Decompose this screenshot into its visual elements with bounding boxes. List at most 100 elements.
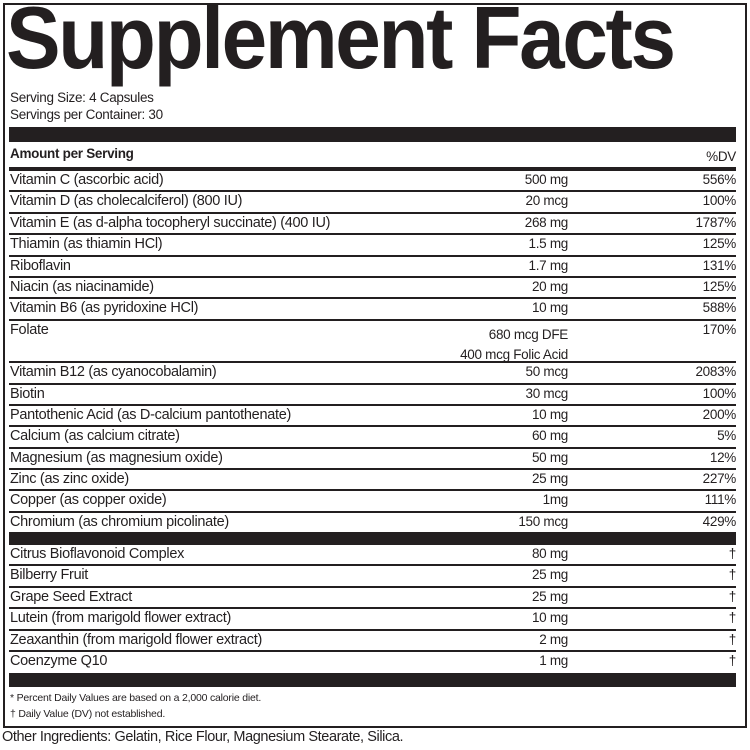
amount-per-serving-label: Amount per Serving [10,146,134,161]
table-row: Vitamin E (as d-alpha tocopheryl succina… [9,214,736,236]
daily-value: 556% [702,172,737,187]
amount: 25 mg [531,567,568,583]
other-ingredients: Other Ingredients: Gelatin, Rice Flour, … [2,729,404,745]
daily-value: † [728,652,737,668]
table-row: Copper (as copper oxide) 1mg 111% [9,491,737,513]
amount: 80 mg [531,546,568,561]
nutrient-name: Vitamin C (ascorbic acid) [10,172,164,188]
amount: 1mg [542,492,569,508]
amount-cell: 680 mcg DFE 400 mcg Folic Acid [460,325,568,365]
amount: 30 mcg [525,385,569,401]
serving-size: Serving Size: 4 Capsules [10,90,154,105]
amount-cell: 60 mg [532,428,568,443]
nutrient-name: Thiamin (as thiamin HCl) [10,236,163,253]
daily-value: 5% [717,428,736,444]
amount: 1.7 mg [528,257,569,273]
amount: 10 mg [531,300,568,316]
amount-cell: 25 mg [532,471,568,486]
amount-cell: 500 mg [524,172,569,187]
daily-value: 588% [702,300,737,316]
table-row: Citrus Bioflavonoid Complex 80 mg † [9,545,736,567]
thick-divider [9,127,736,142]
nutrient-name: Zeaxanthin (from marigold flower extract… [10,631,263,648]
panel-title: Supplement Facts [6,0,676,87]
amount-cell: 1.5 mg [529,236,569,251]
amount: 150 mcg [518,513,568,529]
amount: 500 mg [524,172,569,187]
amount-cell: 25 mg [532,589,568,604]
table-row: Bilberry Fruit 25 mg † [9,566,737,588]
amount: 268 mg [524,214,569,230]
nutrient-name: Biotin [10,385,45,402]
thick-divider [9,673,736,687]
nutrient-name: Niacin (as niacinamide) [10,278,154,295]
nutrient-name: Calcium (as calcium citrate) [10,428,180,445]
nutrient-name: Grape Seed Extract [10,588,132,605]
table-row: Vitamin D (as cholecalciferol) (800 IU) 2… [9,192,737,214]
table-row: Vitamin B12 (as cyanocobalamin) 50 mcg 208… [9,363,736,385]
amount-cell: 50 mg [532,450,568,465]
amount: 50 mg [531,449,568,465]
nutrient-name: Zinc (as zinc oxide) [10,471,129,488]
nutrient-name: Vitamin B6 (as pyridoxine HCl) [10,300,199,317]
daily-value: 1787% [695,214,736,230]
amount: 50 mcg [525,364,569,380]
nutrient-name: Magnesium (as magnesium oxide) [10,449,223,466]
amount-cell: 268 mg [524,214,569,230]
footnote-percent-dv: * Percent Daily Values are based on a 2,… [10,692,262,704]
amount: 680 mcg DFE [488,326,569,342]
thick-divider [9,532,736,545]
table-row: Riboflavin 1.7 mg 131% [9,257,736,278]
amount-cell: 2 mg [539,632,568,647]
amount: 25 mg [531,471,568,487]
dv-label: %DV [706,149,736,164]
amount-secondary: 400 mcg Folic Acid [460,346,568,362]
amount-cell: 10 mg [532,300,568,315]
table-row: Magnesium (as magnesium oxide) 50 mg 12% [9,449,736,471]
table-row: Chromium (as chromium picolinate) 150 mcg… [9,513,736,532]
table-row: Folate 680 mcg DFE 400 mcg Folic Acid 170% [9,321,736,365]
amount-cell: 20 mg [532,279,568,294]
daily-value: 227% [702,471,737,487]
nutrient-name: Riboflavin [10,257,71,274]
amount-cell: 1.7 mg [528,257,569,273]
table-row: Pantothenic Acid (as D-calcium pantothen… [9,406,737,428]
daily-value: 131% [702,257,737,273]
daily-value: † [728,588,737,604]
daily-value: 100% [702,193,737,209]
daily-value: 111% [704,492,737,508]
nutrient-name: Citrus Bioflavonoid Complex [10,546,185,562]
amount-cell: 1 mg [539,653,568,668]
table-row: Zeaxanthin (from marigold flower extract… [9,631,736,652]
amount: 60 mg [531,428,568,444]
table-row: Coenzyme Q10 1 mg † [9,652,736,671]
nutrient-name: Vitamin D (as cholecalciferol) (800 IU) [10,193,243,210]
column-header: Amount per Serving %DV [10,144,736,165]
vitamins-minerals-list: Vitamin C (ascorbic acid) 500 mg 556% Vitam… [9,171,736,532]
header-divider [9,167,736,171]
other-actives-list: Citrus Bioflavonoid Complex 80 mg † Bilberr… [9,545,736,671]
nutrient-name: Folate [10,321,49,338]
servings-per-container: Servings per Container: 30 [10,107,163,122]
nutrient-name: Vitamin E (as d-alpha tocopheryl succina… [10,214,331,231]
daily-value: 125% [702,236,737,252]
daily-value: 12% [709,449,736,465]
daily-value: 2083% [695,364,736,380]
amount-cell: 150 mcg [518,514,568,529]
daily-value: 200% [702,406,737,422]
table-row: Zinc (as zinc oxide) 25 mg 227% [9,470,737,492]
table-row: Grape Seed Extract 25 mg † [9,588,737,610]
daily-value: † [728,631,737,647]
nutrient-name: Pantothenic Acid (as D-calcium pantothen… [10,406,291,423]
nutrient-name: Chromium (as chromium picolinate) [10,513,229,530]
table-row: Thiamin (as thiamin HCl) 1.5 mg 125% [9,235,737,257]
table-row: Niacin (as niacinamide) 20 mg 125% [9,278,737,300]
daily-value: 125% [702,278,737,294]
table-row: Biotin 30 mcg 100% [9,385,736,406]
amount: 1 mg [539,652,568,668]
amount: 25 mg [531,588,568,604]
amount: 2 mg [539,631,568,647]
nutrient-name: Vitamin B12 (as cyanocobalamin) [10,364,217,381]
amount-cell: 25 mg [532,567,568,582]
daily-value: † [728,567,737,583]
